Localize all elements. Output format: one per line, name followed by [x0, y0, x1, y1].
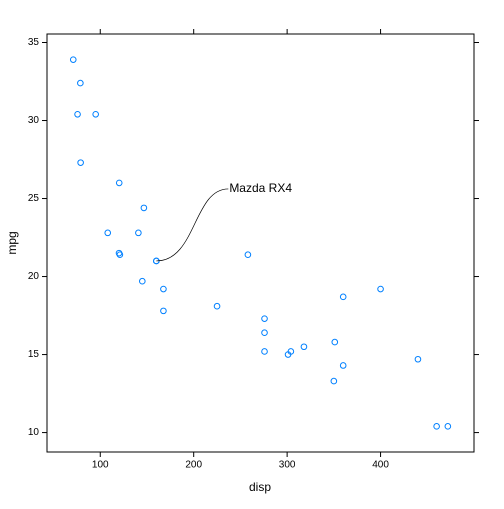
y-tick-label: 30 [28, 115, 40, 126]
point [116, 251, 124, 259]
point [261, 329, 268, 337]
annotation-label: Mazda RX4 [229, 181, 292, 195]
point [160, 285, 167, 293]
point [339, 362, 347, 369]
point [330, 377, 338, 385]
annotation-curve [156, 188, 229, 262]
point [213, 302, 221, 310]
y-axis-label: mpg [5, 231, 19, 254]
point [244, 251, 252, 259]
x-axis-label: disp [249, 480, 271, 494]
y-tick-label: 15 [28, 349, 40, 360]
point [160, 307, 167, 315]
point [261, 348, 268, 355]
point [69, 56, 77, 63]
y-tick-label: 35 [28, 37, 40, 48]
point [433, 423, 440, 430]
point [377, 285, 384, 293]
point [331, 338, 339, 346]
point [284, 351, 292, 358]
y-tick-label: 25 [28, 193, 40, 204]
point [140, 204, 148, 212]
x-tick-label: 400 [372, 460, 389, 471]
y-tick-label: 10 [28, 427, 40, 438]
point [74, 110, 81, 118]
point [339, 293, 347, 301]
point [115, 179, 123, 187]
point [104, 229, 112, 237]
y-tick-label: 20 [28, 271, 40, 282]
point [444, 423, 452, 430]
point [92, 110, 99, 118]
x-tick-label: 100 [92, 460, 109, 471]
point [135, 229, 142, 237]
x-tick-label: 200 [185, 460, 202, 471]
point [300, 343, 308, 351]
point [414, 355, 422, 363]
point [139, 277, 146, 285]
point [77, 79, 84, 87]
point [261, 315, 268, 322]
x-tick-label: 300 [279, 460, 296, 471]
panel [46, 33, 475, 453]
point [77, 159, 84, 166]
